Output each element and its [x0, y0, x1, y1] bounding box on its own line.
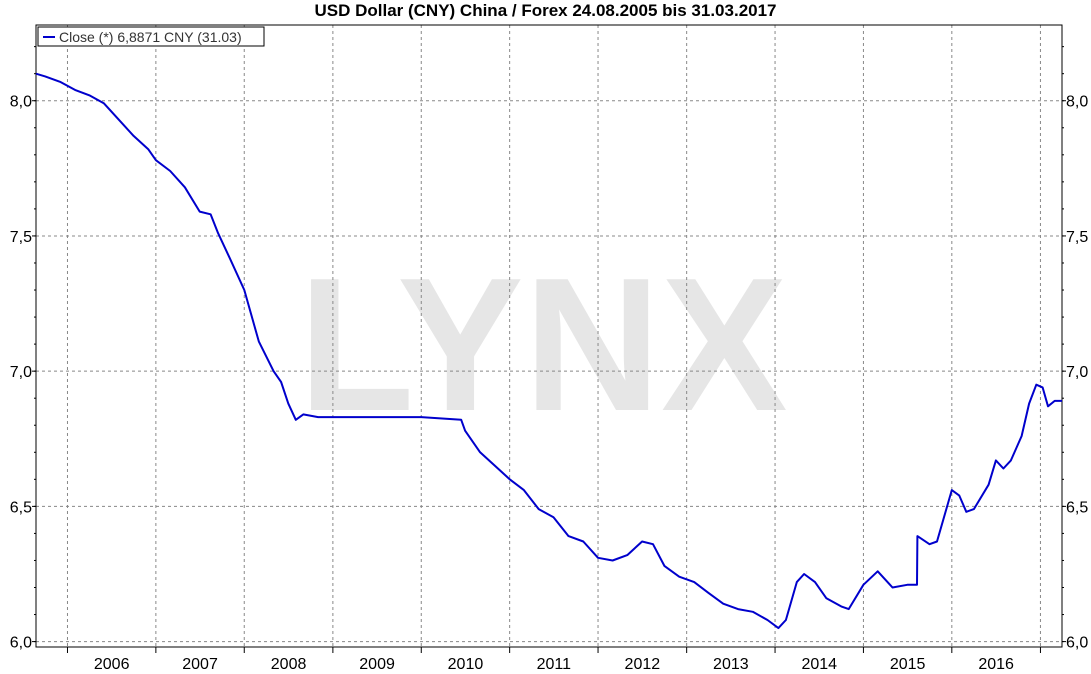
legend-box: [37, 26, 265, 47]
x-tick-label: 2011: [537, 656, 572, 673]
x-tick-label: 2015: [890, 656, 926, 673]
y-tick-label-right: 6,5: [1066, 499, 1088, 516]
chart-title: USD Dollar (CNY) China / Forex 24.08.200…: [314, 1, 777, 20]
x-tick-label: 2009: [359, 656, 395, 673]
y-tick-label-right: 7,0: [1066, 364, 1088, 381]
watermark-text: LYNX: [298, 239, 787, 451]
grid-lines: [36, 25, 1062, 647]
x-tick-label: 2014: [801, 656, 837, 673]
legend: Close (*) 6,8871 CNY (31.03): [37, 26, 265, 47]
y-tick-label-right: 6,0: [1066, 635, 1088, 652]
axis-tick-labels: 6,0 6,0 6,5 6,5 7,0 7,0 7,5 7,5 8,0 8,0 2006 2007 20…: [10, 94, 1089, 673]
y-tick-label-left: 8,0: [10, 94, 32, 111]
y-tick-label-right: 8,0: [1066, 94, 1088, 111]
y-tick-label-left: 7,5: [10, 229, 32, 246]
y-tick-label-left: 6,5: [10, 499, 32, 516]
x-tick-label: 2013: [713, 656, 749, 673]
x-tick-label: 2016: [978, 656, 1014, 673]
y-tick-label-left: 6,0: [10, 635, 32, 652]
axis-ticks: [32, 46, 1066, 653]
plot-area-frame: [35, 24, 1063, 648]
y-tick-label-right: 7,5: [1066, 229, 1088, 246]
x-tick-label: 2010: [448, 656, 484, 673]
x-tick-label: 2007: [182, 656, 218, 673]
x-tick-label: 2012: [625, 656, 661, 673]
legend-entry-close: Close (*) 6,8871 CNY (31.03): [59, 29, 242, 45]
x-tick-label: 2006: [94, 656, 130, 673]
series-line-close: [35, 72, 1062, 630]
x-tick-label: 2008: [271, 656, 307, 673]
y-tick-label-left: 7,0: [10, 364, 32, 381]
